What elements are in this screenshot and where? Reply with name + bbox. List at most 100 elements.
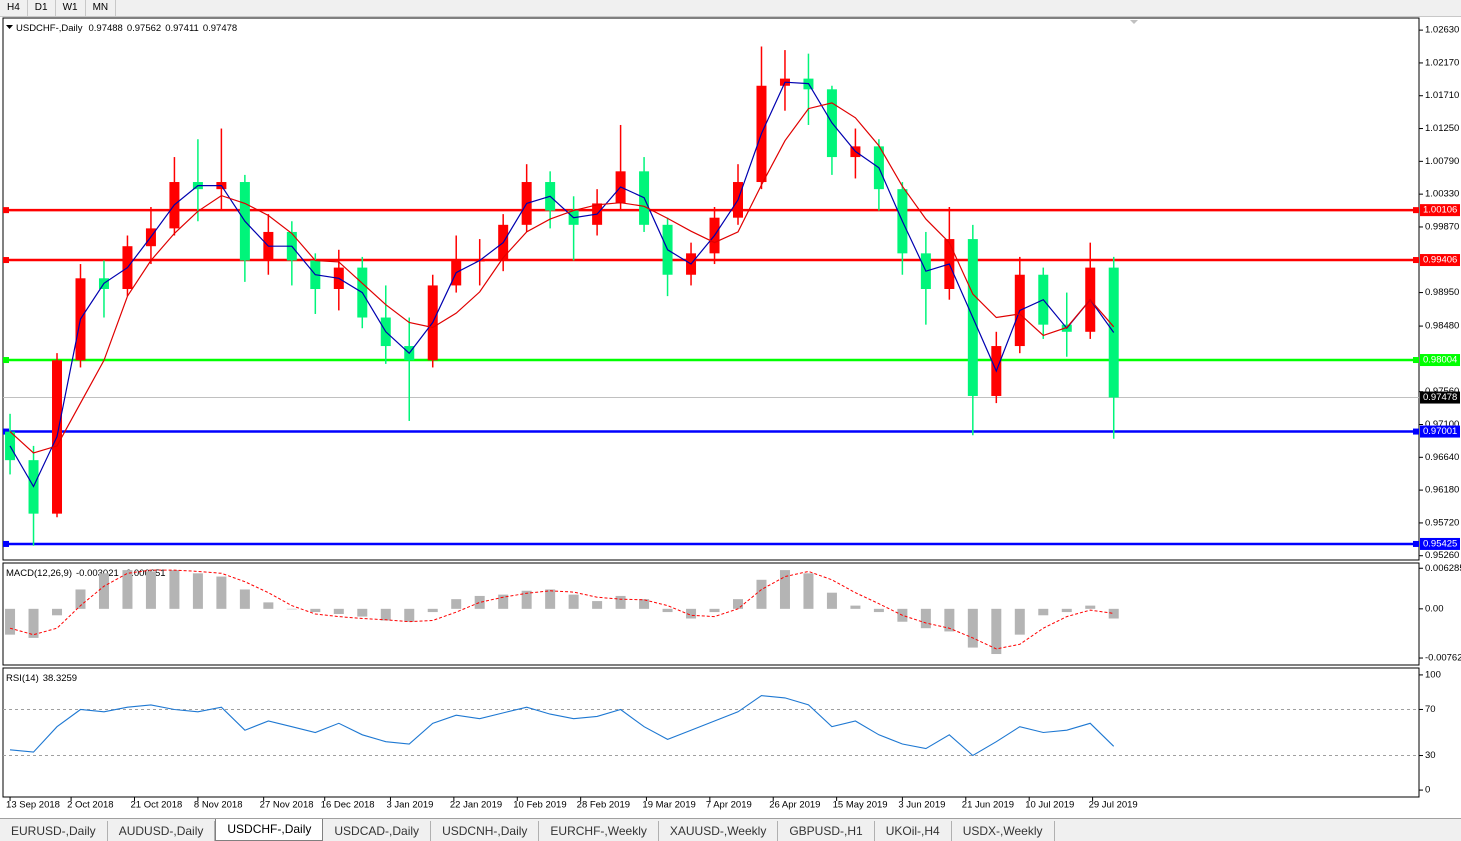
symbol-tab[interactable]: USDX-,Weekly: [952, 821, 1055, 841]
y-tick-label: 1.02170: [1425, 57, 1459, 68]
level-handle: [3, 428, 9, 435]
macd-panel: [2, 562, 1420, 666]
main-panel: [2, 17, 1420, 561]
macd-bar: [380, 608, 391, 621]
macd-bar: [286, 608, 297, 610]
symbol-tab[interactable]: USDCAD-,Daily: [323, 821, 432, 841]
x-tick-label: 19 Mar 2019: [642, 800, 695, 811]
macd-bar: [75, 589, 86, 609]
macd-bar: [216, 576, 227, 609]
candle-body: [1108, 267, 1119, 398]
macd-bar: [850, 605, 861, 609]
x-tick-label: 28 Feb 2019: [577, 800, 630, 811]
macd-bar: [122, 570, 133, 609]
y-tick-label: 0.006285: [1425, 563, 1461, 574]
symbol-tabs: EURUSD-,Daily AUDUSD-,Daily USDCHF-,Daily U…: [0, 818, 1461, 841]
rsi-line: [9, 695, 1115, 757]
y-tick-label: 1.00790: [1425, 156, 1459, 167]
macd-bar: [1038, 608, 1049, 616]
x-tick-label: 21 Jun 2019: [962, 800, 1014, 811]
level-handle: [3, 257, 9, 264]
chart: USDCHF-,Daily 0.97488 0.97562 0.97411 0.9747…: [2, 17, 1461, 811]
x-tick-label: 8 Nov 2018: [194, 800, 243, 811]
symbol-tab[interactable]: USDCNH-,Daily: [431, 821, 540, 841]
timeframe-button[interactable]: H4: [0, 0, 28, 16]
x-tick-label: 3 Jun 2019: [898, 800, 945, 811]
x-tick-label: 10 Feb 2019: [513, 800, 566, 811]
macd-bar: [427, 608, 438, 613]
macd-bar: [639, 599, 650, 609]
x-tick-label: 26 Apr 2019: [769, 800, 820, 811]
macd-bar: [145, 571, 156, 609]
y-tick-label: 70: [1425, 704, 1436, 715]
timeframe-button[interactable]: W1: [56, 0, 86, 16]
y-tick-label: 0.98950: [1425, 287, 1459, 298]
y-tick-label: 100: [1425, 669, 1441, 680]
macd-bar: [1014, 608, 1025, 635]
header-value: 38.3259: [43, 673, 77, 684]
symbol-tab[interactable]: USDCHF-,Daily: [215, 819, 324, 841]
header-value: -0.000651: [123, 568, 166, 579]
macd-bar: [615, 595, 626, 609]
symbol-tab[interactable]: XAUUSD-,Weekly: [659, 821, 779, 841]
indicator-title: MACD(12,26,9): [6, 568, 72, 579]
y-tick-label: 0: [1425, 785, 1430, 796]
symbol-tab[interactable]: EURUSD-,Daily: [0, 821, 108, 841]
x-tick-label: 22 Jan 2019: [450, 800, 502, 811]
macd-bar: [239, 589, 250, 609]
level-label-bg: [1420, 354, 1460, 367]
menu-triangle: [6, 25, 13, 29]
y-tick-label: 1.01250: [1425, 123, 1459, 134]
y-tick-label: 1.00330: [1425, 189, 1459, 200]
y-tick-label: 1.02630: [1425, 25, 1459, 36]
level-label: 0.98004: [1423, 355, 1457, 366]
macd-bar: [545, 589, 556, 609]
macd-bar: [5, 608, 16, 635]
macd-bar: [192, 573, 203, 609]
level-handle: [1413, 357, 1419, 364]
level-handle: [3, 540, 9, 547]
x-tick-label: 21 Oct 2018: [131, 800, 183, 811]
macd-bar: [756, 579, 767, 609]
macd-bar: [474, 595, 485, 609]
indicator-title: USDCHF-,Daily: [16, 23, 83, 34]
header-value: -0.003021: [76, 568, 119, 579]
timeframe-button[interactable]: MN: [86, 0, 117, 16]
macd-bar: [991, 608, 1002, 655]
macd-bar: [826, 592, 837, 609]
level-handle: [1413, 257, 1419, 264]
macd-bar: [944, 608, 955, 632]
level-handle: [3, 207, 9, 214]
y-tick-label: 0.95260: [1425, 550, 1459, 561]
macd-bar: [1085, 605, 1096, 609]
level-label: 0.99406: [1423, 255, 1457, 266]
level-label-bg: [1420, 254, 1460, 267]
macd-bar: [169, 570, 180, 609]
symbol-tab[interactable]: EURCHF-,Weekly: [539, 821, 659, 841]
macd-bar: [920, 608, 931, 629]
level-label-bg: [1420, 204, 1460, 217]
indicator-header: RSI(14) 38.3259: [6, 673, 77, 684]
level-handle: [1413, 540, 1419, 547]
timeframe-button[interactable]: D1: [28, 0, 56, 16]
y-tick-label: 0.98480: [1425, 321, 1459, 332]
level-label: 1.00106: [1423, 205, 1457, 216]
symbol-tab[interactable]: UKOil-,H4: [875, 821, 952, 841]
y-tick-label: 0.96180: [1425, 485, 1459, 496]
last-price-label-bg: [1420, 391, 1460, 404]
shift-marker: [1130, 20, 1138, 24]
level-label-bg: [1420, 425, 1460, 438]
level-handle: [1413, 207, 1419, 214]
macd-bar: [333, 608, 344, 614]
x-tick-label: 16 Dec 2018: [321, 800, 375, 811]
macd-bar: [733, 599, 744, 609]
timeframe-toolbar: H4 D1 W1 MN: [0, 0, 1461, 17]
symbol-tab[interactable]: GBPUSD-,H1: [778, 821, 875, 841]
symbol-tab[interactable]: AUDUSD-,Daily: [108, 821, 216, 841]
x-tick-label: 2 Oct 2018: [67, 800, 113, 811]
y-tick-label: 0.95720: [1425, 517, 1459, 528]
macd-bar: [967, 608, 978, 648]
level-handle: [1413, 428, 1419, 435]
macd-bar: [357, 608, 368, 617]
